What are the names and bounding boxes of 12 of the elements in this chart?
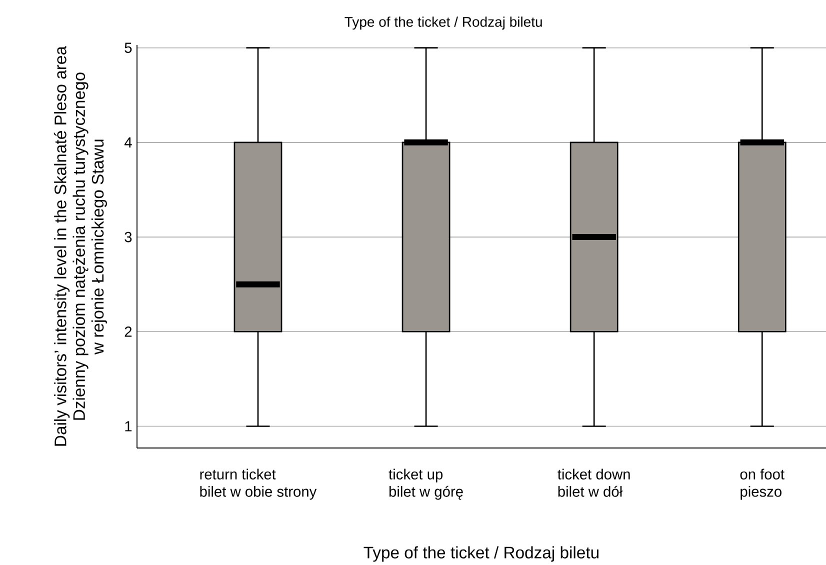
- chart-title: Type of the ticket / Rodzaj biletu: [344, 16, 542, 30]
- y-tick-label: 1: [125, 421, 132, 432]
- x-tick-label: return ticket bilet w obie strony: [200, 468, 317, 500]
- x-tick-label: ticket down bilet w dół: [558, 468, 630, 497]
- x-axis-title: Type of the ticket / Rodzaj biletu: [364, 546, 598, 562]
- x-tick-label: on foot pieszo: [740, 468, 784, 500]
- y-tick-label: 4: [124, 137, 132, 148]
- y-tick-label: 3: [124, 232, 132, 242]
- y-axis-title: Daily visitors’ intensity level in the Skalnaté Pleso area Dzienny poziom natężenia ruchu turystycznego w rejonie Łomnickiego Stawu: [54, 46, 107, 446]
- y-tick-label: 2: [124, 326, 132, 337]
- y-tick-label: 5: [124, 42, 132, 53]
- x-tick-label: ticket up bilet w górę: [388, 468, 463, 500]
